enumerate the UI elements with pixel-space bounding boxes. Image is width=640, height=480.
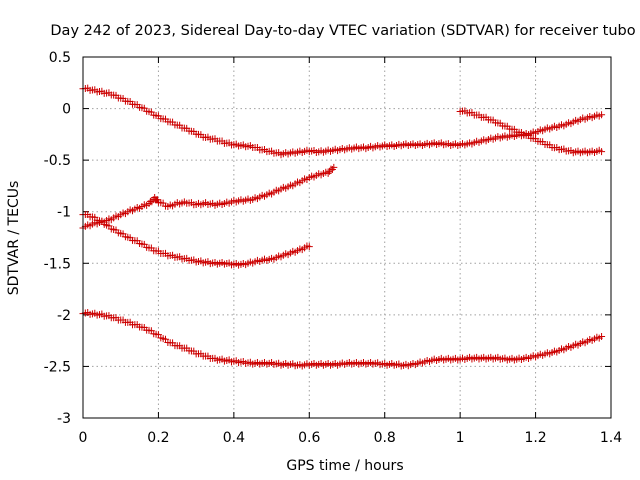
- x-tick-label: 1.2: [524, 430, 546, 446]
- chart-title: Day 242 of 2023, Sidereal Day-to-day VTE…: [50, 23, 635, 39]
- y-tick-label: -1.5: [44, 256, 71, 272]
- x-tick-label: 0.4: [223, 430, 245, 446]
- data-point-marker: [598, 148, 606, 156]
- y-tick-label: -3: [57, 411, 71, 427]
- series-satellite-track-3: [79, 210, 313, 269]
- axis-ticks: 0 0.2 0.4 0.6 0.8 1 1.2 1.4 -3 -2.5 -2 -1.5 -1 -0.5 0 0…: [44, 50, 623, 446]
- y-tick-label: -1: [57, 205, 71, 221]
- series-satellite-track-1: [79, 84, 606, 159]
- series-satellite-track-4: [79, 308, 606, 370]
- y-axis-label: SDTVAR / TECUs: [6, 181, 22, 296]
- y-tick-label: -0.5: [44, 153, 71, 169]
- grid: [83, 57, 611, 418]
- y-tick-label: 0: [62, 102, 71, 118]
- data-series: [79, 84, 606, 370]
- x-tick-label: 0.8: [374, 430, 396, 446]
- plot-frame: [82, 56, 612, 419]
- series-satellite-track-2: [79, 163, 338, 232]
- x-tick-label: 0: [79, 430, 88, 446]
- data-point-marker: [598, 111, 606, 119]
- data-point-marker: [330, 163, 338, 171]
- data-point-marker: [598, 333, 606, 341]
- y-tick-label: 0.5: [49, 50, 71, 66]
- x-tick-label: 0.6: [298, 430, 320, 446]
- data-point-marker: [305, 243, 313, 251]
- x-tick-label: 1: [456, 430, 465, 446]
- x-axis-label: GPS time / hours: [286, 458, 403, 474]
- series-satellite-track-5: [456, 107, 606, 157]
- x-tick-label: 0.2: [147, 430, 169, 446]
- y-tick-label: -2.5: [44, 359, 71, 375]
- y-tick-label: -2: [57, 308, 71, 324]
- x-tick-label: 1.4: [600, 430, 622, 446]
